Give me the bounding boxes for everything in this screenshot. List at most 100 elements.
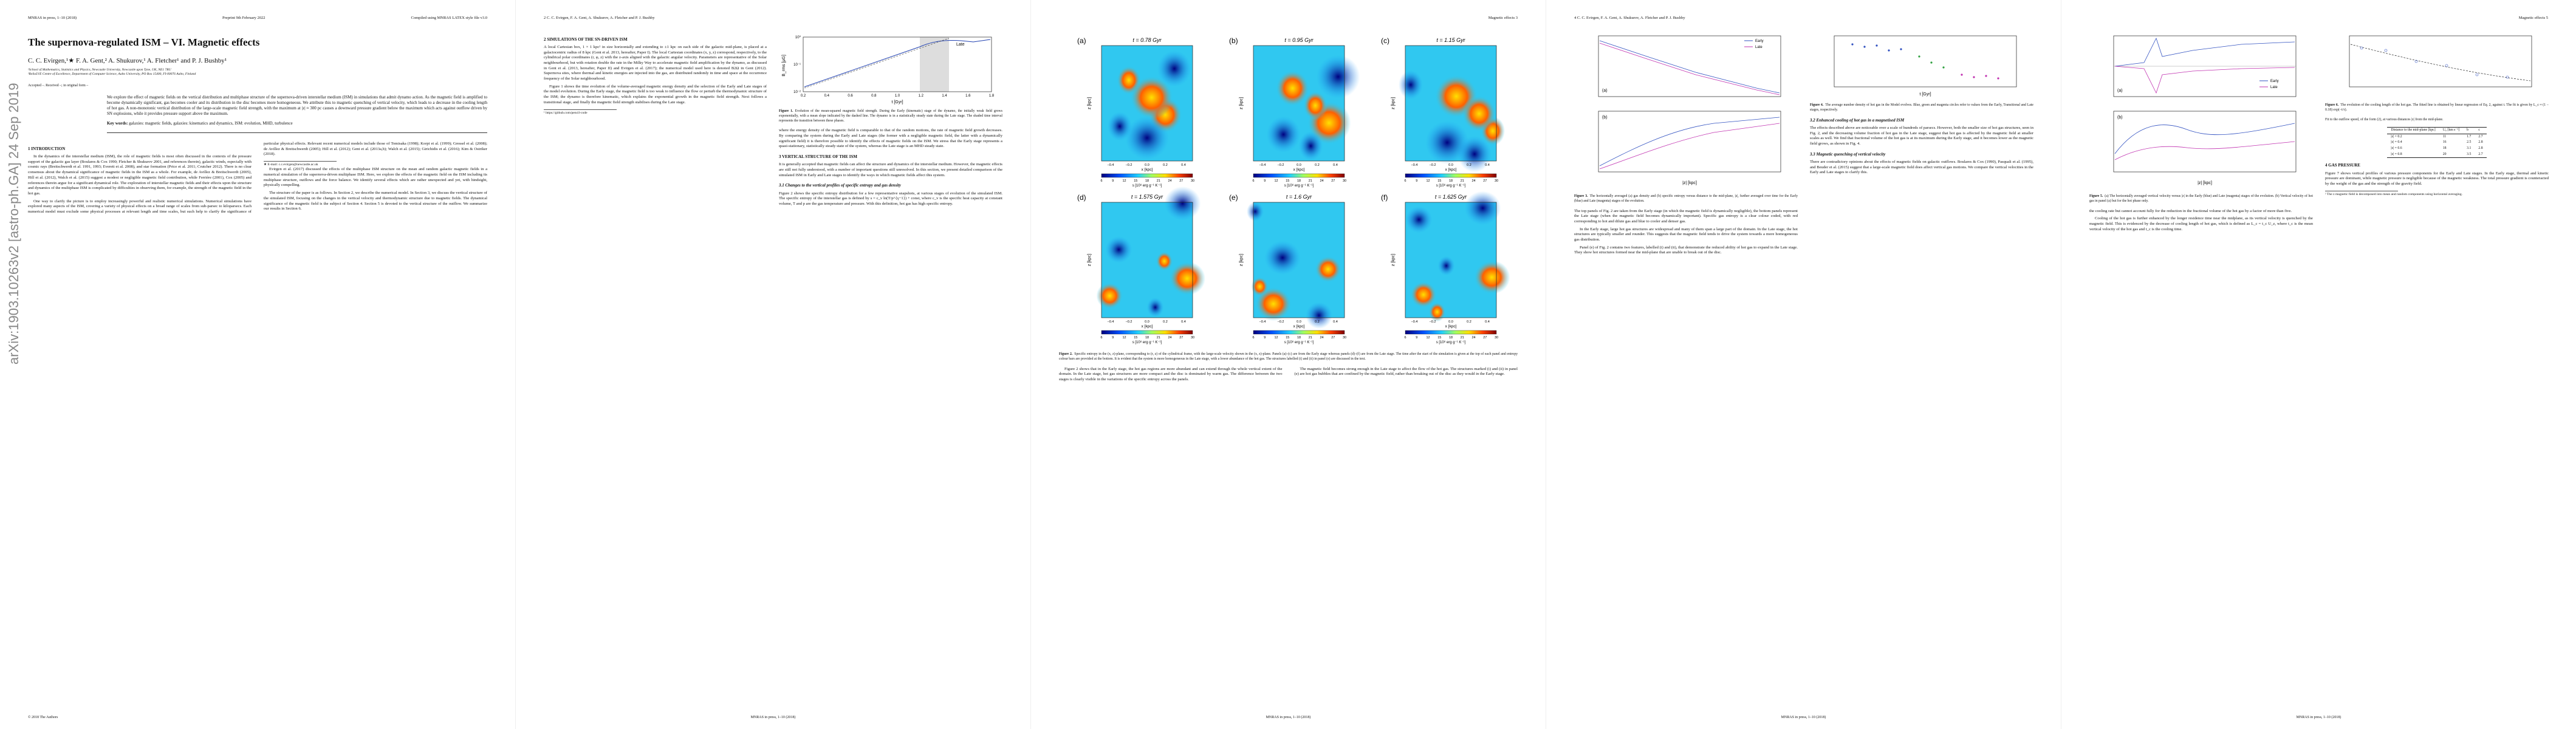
- subsection-heading: 3.3 Magnetic quenching of vertical veloc…: [1810, 151, 1886, 157]
- y-axis-label: z [kpc]: [1391, 253, 1396, 265]
- header-text: 2 C. C. Evirgen, F. A. Gent, A. Shukurov…: [544, 16, 655, 20]
- colorbar: [1253, 173, 1345, 177]
- paragraph: Figure 2 shows that in the Early stage, …: [1059, 366, 1283, 382]
- y-axis-label: z [kpc]: [1088, 253, 1092, 265]
- column-header: b: [2467, 128, 2469, 132]
- colorbar-tick-label: 6: [1100, 336, 1102, 340]
- paragraph: Cooling of the hot gas is further enhanc…: [2089, 216, 2313, 231]
- colorbar-tick-label: 21: [1309, 336, 1312, 340]
- colorbar-tick-label: 6: [1404, 179, 1406, 183]
- panel-label: (a): [1077, 36, 1086, 45]
- table-cell: 18: [2442, 146, 2447, 151]
- page: Magnetic effects 3 (a) t = 0.78 Gyr z [kpc…: [1030, 0, 1546, 729]
- x-tick-label: −0.4: [1259, 320, 1266, 324]
- panel-frame: [1253, 45, 1345, 161]
- table-row: |z| = 0.4 16 2.5 2.8: [2387, 140, 2486, 146]
- curve: [1599, 117, 1780, 166]
- colorbar-tick-label: 18: [1297, 336, 1301, 340]
- x-tick-label: 0.4: [1181, 320, 1186, 324]
- heatmap-feature: [1157, 50, 1191, 87]
- page-footer: MNRAS in press, 1–10 (2018): [516, 716, 1030, 720]
- header-mid: Preprint 9th February 2022: [222, 16, 265, 20]
- panel-time: t = 1.575 Gyr: [1131, 194, 1163, 200]
- heatmap-feature: [1108, 111, 1132, 141]
- colorbar-tick-label: 6: [1100, 179, 1102, 183]
- footnote: ★ E-mail: c.c.evirgen@newcastle.ac.uk: [264, 160, 337, 167]
- fit-line: [2350, 44, 2531, 81]
- colorbar-tick-label: 12: [1426, 336, 1430, 340]
- page-footer: MNRAS in press, 1–10 (2018): [1031, 716, 1546, 720]
- body: (a) Early Late (b) |z| [kpc] Figure 3. Th…: [1574, 32, 2033, 259]
- paragraph: It is generally accepted that magnetic f…: [779, 162, 1002, 177]
- caption-label: Figure 5.: [2089, 194, 2103, 199]
- table-cell: 2.7: [2478, 152, 2483, 156]
- abstract: We explore the effect of magnetic fields…: [107, 95, 487, 133]
- x-tick-label: 0.0: [1145, 320, 1149, 324]
- colorbar-tick-label: 6: [1404, 336, 1406, 340]
- early-points: [1851, 43, 1902, 52]
- heatmap-feature: [1399, 70, 1423, 100]
- fit-line: [804, 38, 950, 88]
- colorbar-tick-label: 15: [1286, 179, 1289, 183]
- y-tick-label: 10⁻¹: [793, 63, 801, 67]
- colorbar-tick-label: 9: [1112, 179, 1114, 183]
- paragraph: In the Early stage, large hot gas struct…: [1574, 227, 1798, 242]
- colorbar: [1405, 173, 1497, 177]
- heatmap-feature: [1125, 115, 1169, 160]
- colorbar-tick-label: 9: [1112, 336, 1114, 340]
- panel-frame: [1101, 202, 1193, 318]
- colorbar-tick-label: 9: [1416, 336, 1417, 340]
- footer-text: MNRAS in press, 1–10 (2018): [750, 716, 796, 720]
- x-tick-label: 1.2: [919, 94, 924, 98]
- colorbar-tick-label: 9: [1416, 179, 1417, 183]
- colorbar-tick-label: 24: [1471, 179, 1475, 183]
- panel-frame: [1101, 45, 1193, 161]
- heatmap-feature: [1428, 302, 1446, 322]
- y-axis-label: z [kpc]: [1239, 97, 1244, 109]
- heatmap-feature: [1169, 261, 1205, 295]
- table-row: |z| = 0.2 11 1.7 2.7: [2387, 134, 2486, 140]
- x-axis-label: x [kpc]: [1445, 168, 1457, 172]
- y-axis-label: z [kpc]: [1088, 97, 1092, 109]
- heatmap-feature: [1425, 120, 1469, 165]
- x-tick-label: 0.2: [1467, 163, 1471, 167]
- heatmap-feature: [1275, 69, 1310, 106]
- curve: [2114, 123, 2295, 154]
- colorbar-tick-label: 27: [1179, 336, 1183, 340]
- points: [2360, 46, 2509, 78]
- y-axis-label: z [kpc]: [1239, 253, 1244, 265]
- x-tick-label: 0.2: [1163, 320, 1168, 324]
- x-tick-label: 0.4: [824, 94, 830, 98]
- x-tick-label: 0.2: [1315, 320, 1320, 324]
- colorbar-tick-label: 30: [1495, 179, 1498, 183]
- colorbar-tick-label: 18: [1145, 336, 1149, 340]
- caption-text: Evolution of the mean-squared magnetic f…: [779, 109, 1002, 123]
- x-tick-label: 0.2: [1163, 163, 1168, 167]
- heatmap-feature: [1146, 297, 1164, 317]
- paragraph: There are contradictory opinions about t…: [1810, 159, 2033, 175]
- page-header: 2 C. C. Evirgen, F. A. Gent, A. Shukurov…: [544, 16, 1002, 21]
- footnote: ¹ https://github.com/pencil-code: [544, 109, 617, 115]
- page: MNRAS in press, 1–10 (2018) Preprint 9th…: [0, 0, 515, 729]
- colorbar-tick-label: 30: [1191, 336, 1194, 340]
- x-tick-label: −0.2: [1126, 163, 1132, 167]
- heatmap-feature: [1473, 260, 1510, 295]
- y-axis-label: z [kpc]: [1391, 97, 1396, 109]
- x-tick-label: 0.0: [1145, 163, 1149, 167]
- x-tick-label: 0.6: [848, 94, 853, 98]
- x-tick-label: −0.2: [1430, 320, 1436, 324]
- panel-label: (a): [2117, 89, 2123, 93]
- colorbar-tick-label: 24: [1320, 179, 1323, 183]
- colorbar-tick-label: 30: [1191, 179, 1194, 183]
- x-tick-label: 0.0: [1297, 163, 1301, 167]
- heatmap-feature: [1255, 286, 1292, 321]
- colorbar-tick-label: 18: [1145, 179, 1149, 183]
- paragraph: where the energy density of the magnetic…: [779, 128, 1002, 149]
- header-left: MNRAS in press, 1–10 (2018): [28, 16, 77, 20]
- curve: [2114, 141, 2295, 160]
- paragraph: One way to clarify the picture is to emp…: [28, 141, 487, 214]
- plot-label: Late: [956, 43, 965, 47]
- heatmap-feature: [1315, 255, 1341, 282]
- heatmap-feature: [1264, 240, 1301, 275]
